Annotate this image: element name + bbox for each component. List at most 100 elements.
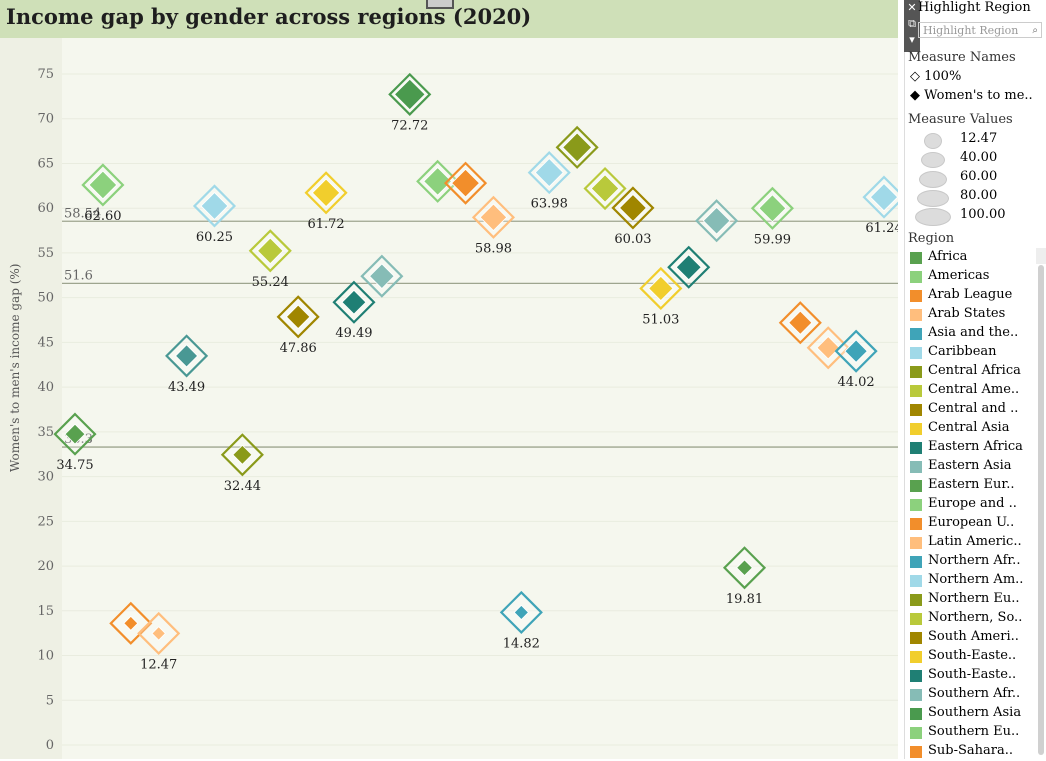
region-color-swatch (910, 480, 922, 492)
measure-names-title: Measure Names (908, 50, 1016, 65)
data-point (276, 295, 320, 339)
data-label: 32.44 (224, 479, 261, 494)
data-point (555, 125, 599, 169)
data-point (81, 163, 125, 207)
region-label: Northern Afr.. (928, 553, 1021, 568)
region-label: Southern Eu.. (928, 724, 1020, 739)
data-point (639, 266, 683, 311)
data-point (834, 329, 878, 373)
region-color-swatch (910, 613, 922, 625)
inner-diamond-marker (675, 254, 702, 281)
data-point (471, 195, 516, 239)
data-label: 14.82 (503, 636, 540, 651)
highlight-search-input[interactable]: Highlight Region ⌕ (918, 22, 1042, 38)
search-icon: ⌕ (1032, 25, 1038, 36)
inner-diamond-marker (64, 423, 86, 445)
inner-diamond-marker (257, 237, 284, 265)
measure-values-title: Measure Values (908, 112, 1013, 127)
region-color-swatch (910, 689, 922, 701)
size-legend-shape (919, 170, 947, 188)
region-color-swatch (910, 366, 922, 378)
data-point (527, 151, 571, 195)
region-color-swatch (910, 328, 922, 340)
region-label: Caribbean (928, 344, 997, 359)
region-color-swatch (910, 423, 922, 435)
region-label: Central and .. (928, 401, 1019, 416)
region-label: Northern, So.. (928, 610, 1023, 625)
region-color-swatch (910, 290, 922, 302)
y-tick-label: 5 (46, 693, 54, 708)
legend-scrollbar[interactable] (1038, 265, 1044, 755)
highlight-placeholder: Highlight Region (923, 24, 1019, 37)
region-label: South-Easte.. (928, 667, 1017, 682)
y-tick-label: 20 (37, 559, 54, 574)
y-tick-label: 25 (37, 514, 54, 529)
y-tick-label: 10 (37, 649, 54, 664)
hollow-diamond-icon: ◇ (910, 69, 925, 84)
region-label: European U.. (928, 515, 1015, 530)
data-point (695, 199, 739, 243)
inner-diamond-marker (369, 263, 395, 290)
inner-diamond-marker (869, 183, 898, 212)
data-point (192, 184, 237, 228)
region-color-swatch (910, 404, 922, 416)
region-color-swatch (910, 271, 922, 283)
region-label: South Ameri.. (928, 629, 1019, 644)
region-label: Africa (928, 249, 968, 264)
inner-diamond-marker (562, 132, 593, 163)
data-point (667, 245, 711, 289)
region-color-swatch (910, 461, 922, 473)
region-label: Americas (928, 268, 990, 283)
data-point (722, 546, 767, 590)
measure-name-item[interactable]: ◆ Women's to me.. (910, 88, 1033, 103)
scroll-up-button[interactable] (1036, 248, 1046, 264)
region-color-swatch (910, 309, 922, 321)
y-tick-label: 65 (37, 156, 54, 171)
data-point (750, 186, 794, 230)
y-tick-label: 35 (37, 425, 54, 440)
data-label: 63.98 (531, 197, 568, 212)
size-legend-shape (921, 152, 945, 168)
inner-diamond-marker (311, 178, 341, 208)
region-label: Eastern Africa (928, 439, 1023, 454)
reference-line-label: 58.54 (64, 206, 101, 221)
region-color-swatch (910, 632, 922, 644)
title-drag-handle[interactable] (426, 0, 454, 9)
region-color-swatch (910, 708, 922, 720)
region-color-swatch (910, 537, 922, 549)
inner-diamond-marker (534, 158, 564, 188)
y-tick-label: 0 (46, 738, 54, 753)
y-tick-label: 40 (37, 380, 54, 395)
dropdown-icon[interactable]: ▾ (909, 33, 915, 46)
data-label: 61.72 (307, 217, 344, 232)
popout-icon[interactable]: ⧉ (908, 17, 916, 30)
data-point (583, 166, 627, 211)
data-label: 72.72 (391, 118, 428, 133)
inner-diamond-marker (513, 604, 530, 621)
inner-diamond-marker (618, 193, 647, 222)
y-tick-label: 30 (37, 470, 54, 485)
measure-name-item[interactable]: ◇ 100% (910, 69, 961, 84)
region-label: Arab States (928, 306, 1006, 321)
inner-diamond-marker (175, 344, 199, 368)
size-legend-label: 60.00 (960, 169, 998, 184)
measure-name-label: 100% (924, 69, 962, 84)
size-legend-label: 80.00 (960, 188, 998, 203)
region-label: Central Ame.. (928, 382, 1020, 397)
size-legend-shape (915, 208, 951, 226)
data-point (165, 334, 209, 378)
data-label: 51.03 (642, 312, 679, 327)
region-color-swatch (910, 347, 922, 359)
inner-diamond-marker (451, 168, 480, 198)
data-label: 12.47 (140, 657, 177, 672)
highlight-title: Highlight Region (918, 0, 1031, 15)
inner-diamond-marker (788, 310, 813, 335)
data-point (611, 186, 655, 230)
region-color-swatch (910, 518, 922, 530)
y-tick-label: 55 (37, 246, 54, 261)
scatter-chart[interactable]: 0 5 10 15 20 25 30 35 40 45 50 55 60 65 70 75 58.54 51.6 3… (0, 0, 898, 759)
inner-diamond-marker (285, 304, 311, 330)
filled-diamond-icon: ◆ (910, 88, 925, 103)
close-icon[interactable]: ✕ (907, 1, 917, 14)
sidebar-toolstrip: ✕ ⧉ ▾ (904, 0, 920, 52)
